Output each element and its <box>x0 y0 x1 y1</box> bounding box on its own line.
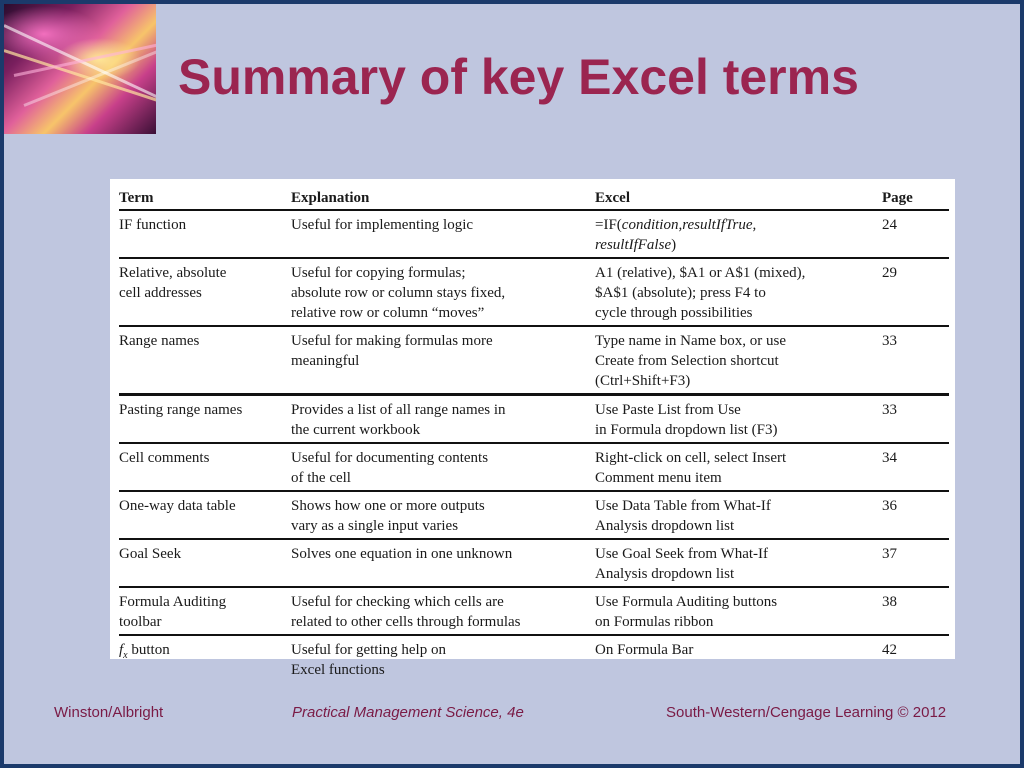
slide-title: Summary of key Excel terms <box>178 49 859 105</box>
table-row: Formula Auditing toolbar Useful for chec… <box>119 587 949 636</box>
explanation-cell: Useful for implementing logic <box>291 210 595 259</box>
footer-publisher: South-Western/Cengage Learning © 2012 <box>666 704 947 721</box>
header-explanation: Explanation <box>291 189 595 211</box>
footer-book-title: Practical Management Science, 4e <box>292 704 524 721</box>
term-cell: Range names <box>119 326 291 396</box>
page-cell: 37 <box>882 539 949 588</box>
excel-cell: Type name in Name box, or use Create fro… <box>595 326 882 396</box>
excel-cell: Use Data Table from What-If Analysis dro… <box>595 491 882 540</box>
excel-cell: Right-click on cell, select Insert Comme… <box>595 443 882 492</box>
term-cell: Pasting range names <box>119 394 291 444</box>
fx-subscript: x <box>123 650 128 661</box>
table-row: Pasting range names Provides a list of a… <box>119 394 949 444</box>
page-cell: 29 <box>882 258 949 327</box>
table-row: Cell comments Useful for documenting con… <box>119 443 949 492</box>
table-row: Goal Seek Solves one equation in one unk… <box>119 539 949 588</box>
header-term: Term <box>119 189 291 211</box>
page-cell: 33 <box>882 394 949 444</box>
table-row: Relative, absolute cell addresses Useful… <box>119 258 949 327</box>
term-cell: Formula Auditing toolbar <box>119 587 291 636</box>
header-page: Page <box>882 189 949 211</box>
excel-formula-suffix: ) <box>671 237 677 253</box>
table-row: fx button Useful for getting help on Exc… <box>119 635 949 682</box>
explanation-cell: Provides a list of all range names in th… <box>291 394 595 444</box>
term-cell: fx button <box>119 635 291 682</box>
excel-cell: A1 (relative), $A1 or A$1 (mixed), $A$1 … <box>595 258 882 327</box>
excel-cell: Use Formula Auditing buttons on Formulas… <box>595 587 882 636</box>
explanation-cell: Shows how one or more outputs vary as a … <box>291 491 595 540</box>
explanation-cell: Useful for documenting contents of the c… <box>291 443 595 492</box>
page-cell: 36 <box>882 491 949 540</box>
term-cell: IF function <box>119 210 291 259</box>
term-cell: Cell comments <box>119 443 291 492</box>
excel-formula-args: condition,resultIfTrue, <box>621 217 757 233</box>
excel-terms-table: Term Explanation Excel Page IF function … <box>119 189 949 682</box>
excel-formula-prefix: =IF( <box>595 217 622 233</box>
explanation-cell: Useful for making formulas more meaningf… <box>291 326 595 396</box>
table-row: Range names Useful for making formulas m… <box>119 326 949 396</box>
excel-cell: =IF(condition,resultIfTrue, resultIfFals… <box>595 210 882 259</box>
excel-cell: Use Goal Seek from What-If Analysis drop… <box>595 539 882 588</box>
page-cell: 24 <box>882 210 949 259</box>
decorative-corner-image <box>4 4 156 134</box>
footer-authors: Winston/Albright <box>54 704 164 721</box>
header-excel: Excel <box>595 189 882 211</box>
fx-button-label: button <box>127 642 170 658</box>
terms-table-panel: Term Explanation Excel Page IF function … <box>110 179 955 678</box>
page-cell: 33 <box>882 326 949 396</box>
table-row: IF function Useful for implementing logi… <box>119 210 949 259</box>
excel-formula-args-2: resultIfFalse <box>595 237 672 253</box>
table-row: One-way data table Shows how one or more… <box>119 491 949 540</box>
explanation-cell: Useful for copying formulas; absolute ro… <box>291 258 595 327</box>
term-cell: One-way data table <box>119 491 291 540</box>
explanation-cell: Solves one equation in one unknown <box>291 539 595 588</box>
explanation-cell: Useful for getting help on Excel functio… <box>291 642 446 678</box>
page-cell: 38 <box>882 587 949 636</box>
explanation-cell: Useful for checking which cells are rela… <box>291 587 595 636</box>
table-header-row: Term Explanation Excel Page <box>119 189 949 211</box>
fx-symbol: f <box>119 642 124 658</box>
page-cell: 34 <box>882 443 949 492</box>
excel-cell: On Formula Bar <box>595 642 694 658</box>
term-cell: Goal Seek <box>119 539 291 588</box>
excel-cell: Use Paste List from Use in Formula dropd… <box>595 394 882 444</box>
slide: Summary of key Excel terms Term Explanat… <box>4 4 1020 764</box>
page-cell: 42 <box>882 642 897 658</box>
term-cell: Relative, absolute cell addresses <box>119 258 291 327</box>
